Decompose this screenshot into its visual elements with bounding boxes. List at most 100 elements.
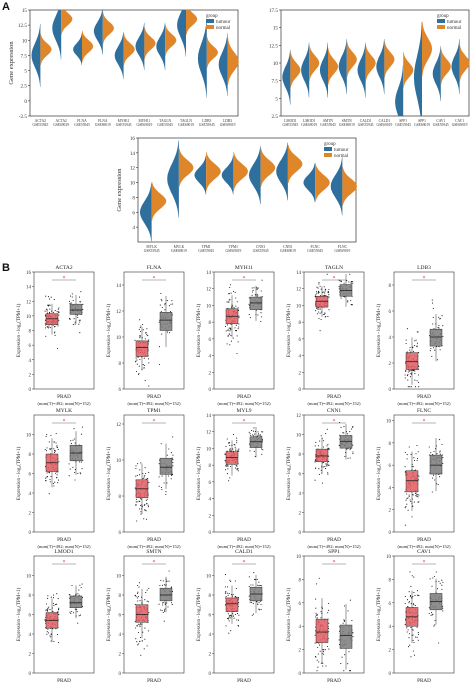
significance-star: * <box>63 419 66 425</box>
significance-star: * <box>243 419 246 425</box>
violin-tumour <box>177 10 186 57</box>
jitter-point <box>168 570 170 572</box>
boxplot-cav1: CAV1 0 2 4 6 8 10 Expression - log₂(TPM+1) * PRAD… <box>377 549 455 682</box>
jitter-point <box>142 323 144 326</box>
jitter-point <box>68 475 70 477</box>
jitter-point <box>343 426 345 428</box>
jitter-point <box>134 621 136 623</box>
jitter-point <box>327 612 329 614</box>
jitter-point <box>79 319 81 321</box>
jitter-point <box>137 356 139 358</box>
y-tick-label: 7.5 <box>272 79 279 85</box>
jitter-point <box>320 288 322 290</box>
x-tick-label-dataset: GSE69019 <box>220 123 236 127</box>
jitter-point <box>415 495 417 497</box>
jitter-point <box>56 445 58 447</box>
jitter-point <box>418 475 420 477</box>
y-tick-label: 4 <box>29 359 32 364</box>
jitter-point <box>226 465 228 467</box>
jitter-point <box>167 475 169 477</box>
jitter-point <box>324 288 326 290</box>
x-axis-label: PRAD <box>417 678 431 682</box>
boxplot-tagln: TAGLN 0 2 4 6 8 10 12 14 Expression - log₂(TPM+1)… <box>287 265 365 406</box>
jitter-point <box>428 454 430 456</box>
y-tick-label: 2 <box>299 649 302 654</box>
jitter-point <box>238 450 240 452</box>
legend-title: group <box>437 14 449 19</box>
jitter-point <box>144 504 146 506</box>
jitter-point <box>54 604 56 606</box>
jitter-point <box>81 426 83 428</box>
violin-tumour <box>330 157 343 216</box>
box-normal <box>159 312 173 331</box>
jitter-point <box>251 294 253 296</box>
jitter-point <box>228 293 230 295</box>
jitter-point <box>343 282 345 284</box>
jitter-point <box>314 634 316 636</box>
jitter-point <box>417 633 420 635</box>
box-tumour <box>135 340 149 357</box>
jitter-point <box>407 606 409 608</box>
x-axis-label: PRAD <box>327 678 341 682</box>
x-tick-label-dataset: GSE55945 <box>320 123 336 127</box>
violin-normal <box>422 21 433 77</box>
box-tumour <box>315 618 329 643</box>
jitter-point <box>435 571 437 573</box>
jitter-point <box>317 290 320 292</box>
jitter-point <box>413 501 415 503</box>
x-tick-label-gene: MYLK <box>174 245 185 249</box>
jitter-point <box>236 437 238 439</box>
jitter-point <box>409 376 411 378</box>
jitter-point <box>137 600 139 602</box>
legend-label-normal: normal <box>216 26 231 31</box>
jitter-point <box>146 645 148 647</box>
box-normal <box>159 457 173 475</box>
jitter-point <box>164 610 166 612</box>
jitter-point <box>138 365 140 367</box>
jitter-point <box>260 608 262 610</box>
y-tick-label: 10 <box>206 304 212 309</box>
jitter-point <box>144 380 146 382</box>
y-tick-label: 10 <box>26 575 32 580</box>
jitter-point <box>168 580 170 582</box>
jitter-point <box>441 588 443 590</box>
legend-title: group <box>206 14 218 19</box>
sample-count-note: (num(T)=492; num(N)=152) <box>37 401 90 406</box>
jitter-point <box>236 613 239 615</box>
jitter-point <box>47 595 49 597</box>
jitter-point <box>318 577 320 579</box>
y-tick-label: 6 <box>132 210 135 216</box>
y-tick-label: 12 <box>296 414 302 419</box>
jitter-point <box>69 611 71 613</box>
jitter-point <box>413 457 415 459</box>
jitter-point <box>259 434 262 436</box>
y-tick-label: -2.5 <box>19 114 28 120</box>
jitter-point <box>404 602 406 605</box>
jitter-point <box>408 494 410 496</box>
jitter-point <box>57 598 59 600</box>
y-tick-label: 2 <box>389 362 392 367</box>
y-tick-label: 6 <box>299 602 302 607</box>
jitter-point <box>409 370 411 372</box>
y-tick-label: 7.5 <box>21 53 28 59</box>
jitter-point <box>415 339 417 341</box>
jitter-point <box>170 586 172 588</box>
legend-label-normal: normal <box>334 154 349 159</box>
x-tick-label-dataset: GSE69019 <box>414 123 430 127</box>
y-tick-label: 8 <box>132 195 135 201</box>
jitter-point <box>230 334 232 336</box>
jitter-point <box>165 491 167 493</box>
violin-chart-0: -2.5 0 2.5 5 7.5 10 12.5 15 Gene expression ACTA2… <box>8 8 239 127</box>
jitter-point <box>161 300 163 302</box>
plot-frame <box>213 271 275 390</box>
jitter-point <box>442 610 444 612</box>
y-tick-label: 4 <box>389 486 392 491</box>
jitter-point <box>148 587 150 589</box>
jitter-point <box>140 325 142 327</box>
x-tick-label-dataset: GSE55945 <box>157 123 173 127</box>
jitter-point <box>147 358 150 360</box>
violin-tumour <box>357 42 366 98</box>
jitter-point <box>316 659 318 661</box>
jitter-point <box>229 616 231 618</box>
jitter-point <box>46 312 49 314</box>
